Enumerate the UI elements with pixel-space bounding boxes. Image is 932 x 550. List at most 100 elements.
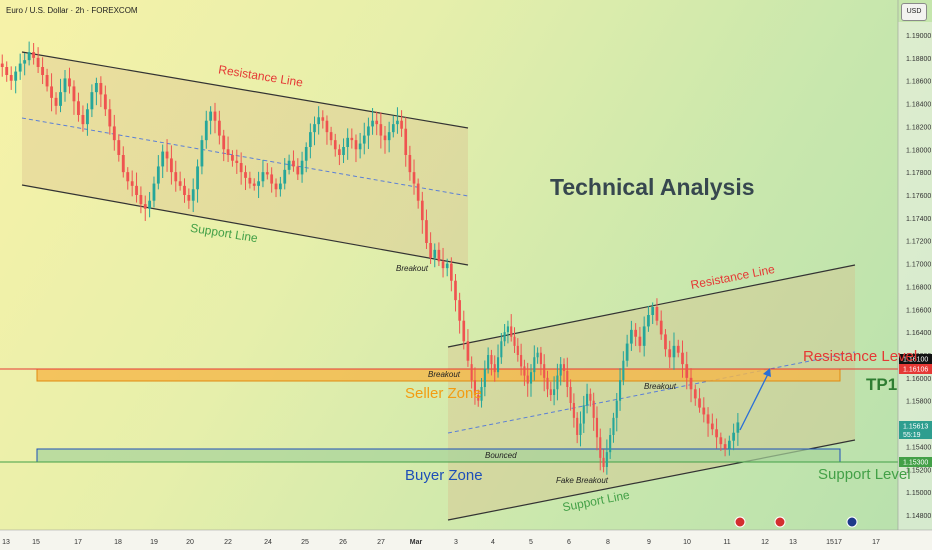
descending-resistance-line[interactable] — [21, 51, 469, 129]
candle-body — [45, 75, 49, 87]
time-tick-label: 24 — [264, 539, 272, 546]
candle-body — [391, 124, 395, 133]
candle-body — [599, 437, 602, 458]
descending-channel-fill — [22, 52, 468, 265]
candle-body — [209, 111, 213, 121]
candle-body — [723, 444, 727, 449]
candle-body — [5, 67, 9, 75]
candle-body — [516, 345, 519, 355]
candle-body — [321, 117, 325, 121]
ascending-resistance-line[interactable] — [447, 264, 856, 348]
projection-arrowhead — [763, 368, 771, 377]
candle-body — [612, 417, 615, 435]
currency-button[interactable]: USD — [901, 3, 927, 21]
candle-body — [698, 398, 701, 408]
candle-body — [553, 389, 556, 395]
price-tick-label: 1.17200 — [906, 239, 931, 246]
candle-body — [412, 172, 416, 184]
candle-body — [217, 120, 221, 136]
candle-body — [681, 352, 684, 365]
candle-body — [72, 86, 76, 102]
candle-body — [187, 195, 191, 201]
candle-body — [450, 263, 453, 281]
time-tick-label: 4 — [491, 539, 495, 546]
time-tick-label: 26 — [339, 539, 347, 546]
candle-body — [454, 280, 457, 301]
price-badge — [899, 364, 932, 374]
candle-body — [727, 440, 731, 449]
price-tick-label: 1.17000 — [906, 262, 931, 269]
candle-body — [513, 336, 516, 346]
candle-body — [121, 155, 125, 173]
candle-body — [333, 140, 337, 150]
candle-body — [420, 200, 424, 221]
candle-body — [313, 124, 316, 133]
candle-body — [371, 120, 374, 127]
candle-body — [235, 160, 239, 163]
price-badge-value: 1.15300 — [903, 460, 928, 467]
time-tick-label: 17 — [74, 539, 82, 546]
candle-body — [143, 204, 147, 209]
annotation-label: Seller Zone — [405, 385, 482, 402]
price-badge-value: 1.15613 — [903, 424, 928, 431]
price-tick-label: 1.16800 — [906, 284, 931, 291]
candle-body — [309, 132, 312, 147]
candle-body — [732, 432, 735, 441]
candle-body — [496, 357, 500, 373]
us-flag-event-icon[interactable] — [774, 516, 786, 528]
candle-body — [559, 364, 562, 376]
us-flag-event-icon[interactable] — [734, 516, 746, 528]
candle-body — [400, 120, 403, 129]
candle-body — [379, 124, 383, 136]
candle-body — [358, 143, 362, 150]
candle-body — [213, 111, 217, 121]
candle-body — [200, 140, 204, 167]
descending-support-line[interactable] — [21, 184, 469, 266]
time-tick-label: 8 — [606, 539, 610, 546]
annotation-label: Buyer Zone — [405, 467, 483, 484]
time-tick-label: 18 — [114, 539, 122, 546]
candle-body — [533, 357, 536, 373]
candle-body — [99, 83, 103, 95]
candle-body — [719, 437, 723, 445]
candle-body — [300, 160, 304, 175]
candle-body — [520, 355, 523, 367]
candle-body — [170, 158, 173, 173]
candle-body — [582, 405, 585, 424]
candle-body — [50, 86, 53, 98]
candle-body — [346, 137, 350, 147]
candle-body — [226, 149, 230, 155]
candle-body — [615, 400, 618, 418]
candle-body — [715, 429, 718, 438]
price-tick-label: 1.18000 — [906, 147, 931, 154]
time-tick-label: 3 — [454, 539, 458, 546]
price-tick-label: 1.16600 — [906, 307, 931, 314]
eu-flag-event-icon[interactable] — [846, 516, 858, 528]
candle-body — [239, 163, 243, 173]
candle-body — [342, 147, 345, 155]
candle-body — [493, 364, 496, 373]
candle-body — [222, 135, 226, 150]
candle-body — [602, 457, 605, 467]
candle-body — [325, 120, 329, 133]
time-tick-label: 6 — [567, 539, 571, 546]
candle-body — [81, 115, 85, 125]
candle-body — [231, 155, 234, 161]
candle-body — [36, 57, 40, 67]
candle-body — [579, 423, 582, 435]
candle-body — [9, 75, 13, 81]
candle-body — [689, 377, 693, 390]
ascending-channel-midline — [447, 351, 856, 434]
candle-body — [634, 329, 638, 337]
candle-body — [354, 140, 358, 150]
candle-body — [404, 128, 408, 155]
price-badge — [899, 421, 932, 439]
candle-body — [445, 263, 449, 269]
candle-body — [362, 135, 366, 144]
price-badge — [899, 354, 932, 364]
candle-body — [529, 372, 533, 384]
buyer-zone[interactable] — [36, 448, 841, 463]
